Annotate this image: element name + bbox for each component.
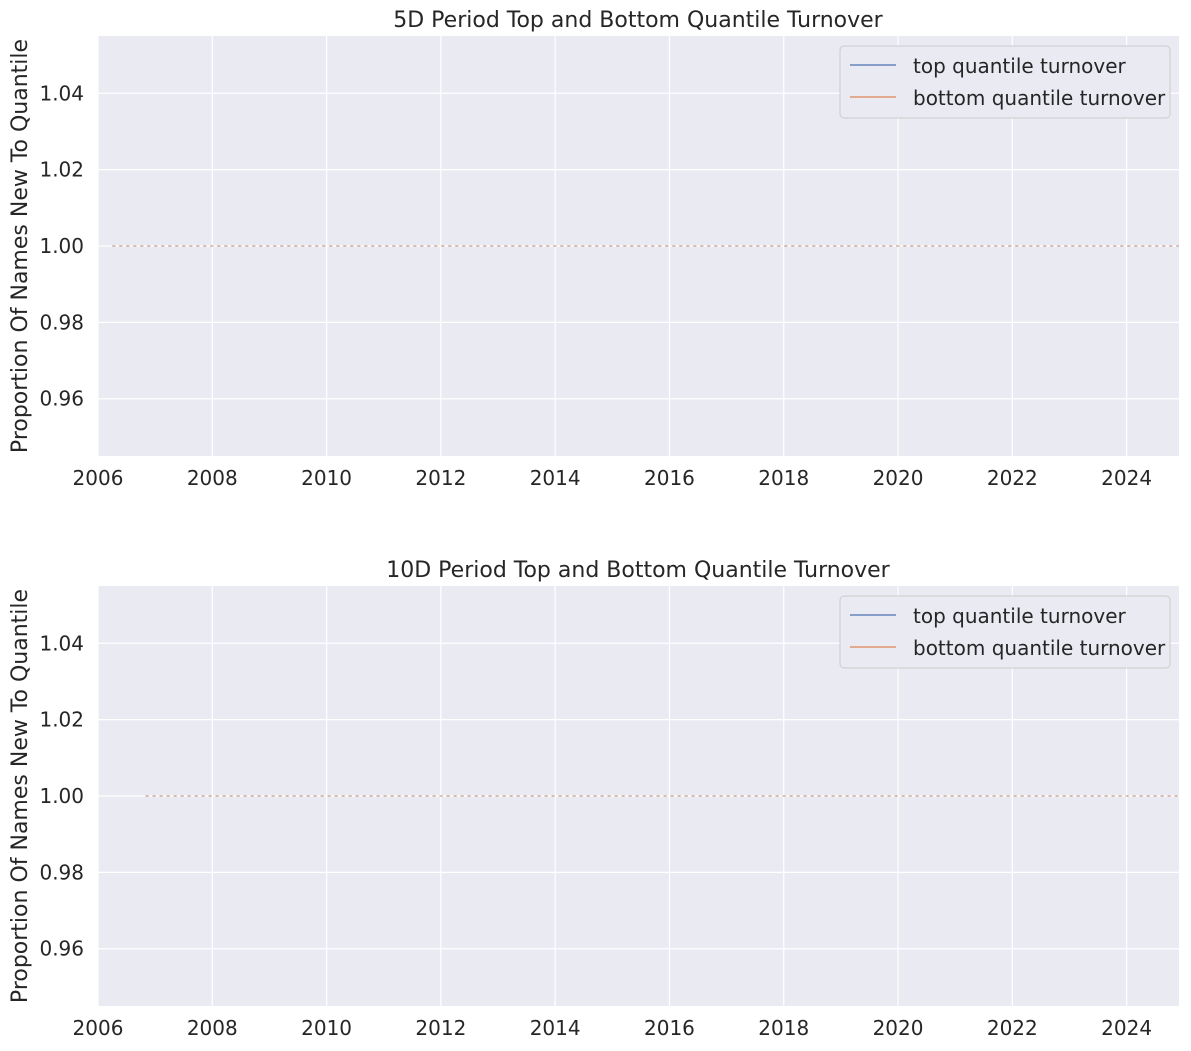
x-tick-label: 2006 [73, 466, 124, 490]
legend-box [839, 45, 1171, 119]
y-tick-label: 1.04 [39, 631, 84, 655]
chart-title: 5D Period Top and Bottom Quantile Turnov… [393, 8, 883, 33]
legend-label-top: top quantile turnover [913, 604, 1126, 628]
x-tick-label: 2008 [187, 1016, 238, 1040]
x-tick-label: 2008 [187, 466, 238, 490]
chart-title: 10D Period Top and Bottom Quantile Turno… [386, 558, 890, 583]
x-tick-label: 2018 [758, 466, 809, 490]
legend-label-top: top quantile turnover [913, 54, 1126, 78]
y-tick-labels: 0.96 0.98 1.00 1.02 1.04 [39, 81, 84, 410]
x-tick-label: 2016 [644, 466, 695, 490]
x-tick-label: 2010 [301, 1016, 352, 1040]
x-tick-label: 2016 [644, 1016, 695, 1040]
x-tick-label: 2022 [987, 466, 1038, 490]
y-tick-label: 0.96 [39, 387, 84, 411]
chart-10d-turnover: 10D Period Top and Bottom Quantile Turno… [8, 558, 1179, 1040]
x-tick-label: 2022 [987, 1016, 1038, 1040]
x-tick-label: 2024 [1101, 1016, 1152, 1040]
legend-label-bottom: bottom quantile turnover [913, 636, 1166, 660]
y-axis-label: Proportion Of Names New To Quantile [8, 589, 33, 1003]
x-tick-labels: 2006 2008 2010 2012 2014 2016 2018 2020 2022 2024 [73, 466, 1153, 490]
x-tick-label: 2024 [1101, 466, 1152, 490]
legend: top quantile turnover bottom quantile tu… [839, 45, 1171, 119]
x-tick-label: 2012 [415, 1016, 466, 1040]
x-tick-label: 2010 [301, 466, 352, 490]
legend: top quantile turnover bottom quantile tu… [839, 595, 1171, 669]
x-tick-label: 2018 [758, 1016, 809, 1040]
x-tick-label: 2012 [415, 466, 466, 490]
x-tick-labels: 2006 2008 2010 2012 2014 2016 2018 2020 2022 2024 [73, 1016, 1153, 1040]
y-tick-label: 1.00 [39, 784, 84, 808]
y-tick-label: 0.96 [39, 937, 84, 961]
chart-5d-turnover: 5D Period Top and Bottom Quantile Turnov… [8, 8, 1179, 490]
y-tick-labels: 0.96 0.98 1.00 1.02 1.04 [39, 631, 84, 960]
y-tick-label: 1.02 [39, 708, 84, 732]
x-tick-label: 2014 [530, 466, 581, 490]
y-tick-label: 1.04 [39, 81, 84, 105]
x-tick-label: 2020 [873, 466, 924, 490]
x-tick-label: 2006 [73, 1016, 124, 1040]
x-tick-label: 2020 [873, 1016, 924, 1040]
legend-label-bottom: bottom quantile turnover [913, 86, 1166, 110]
y-tick-label: 0.98 [39, 860, 84, 884]
y-axis-label: Proportion Of Names New To Quantile [8, 39, 33, 453]
y-tick-label: 1.00 [39, 234, 84, 258]
y-tick-label: 0.98 [39, 310, 84, 334]
legend-box [839, 595, 1171, 669]
y-tick-label: 1.02 [39, 158, 84, 182]
x-tick-label: 2014 [530, 1016, 581, 1040]
